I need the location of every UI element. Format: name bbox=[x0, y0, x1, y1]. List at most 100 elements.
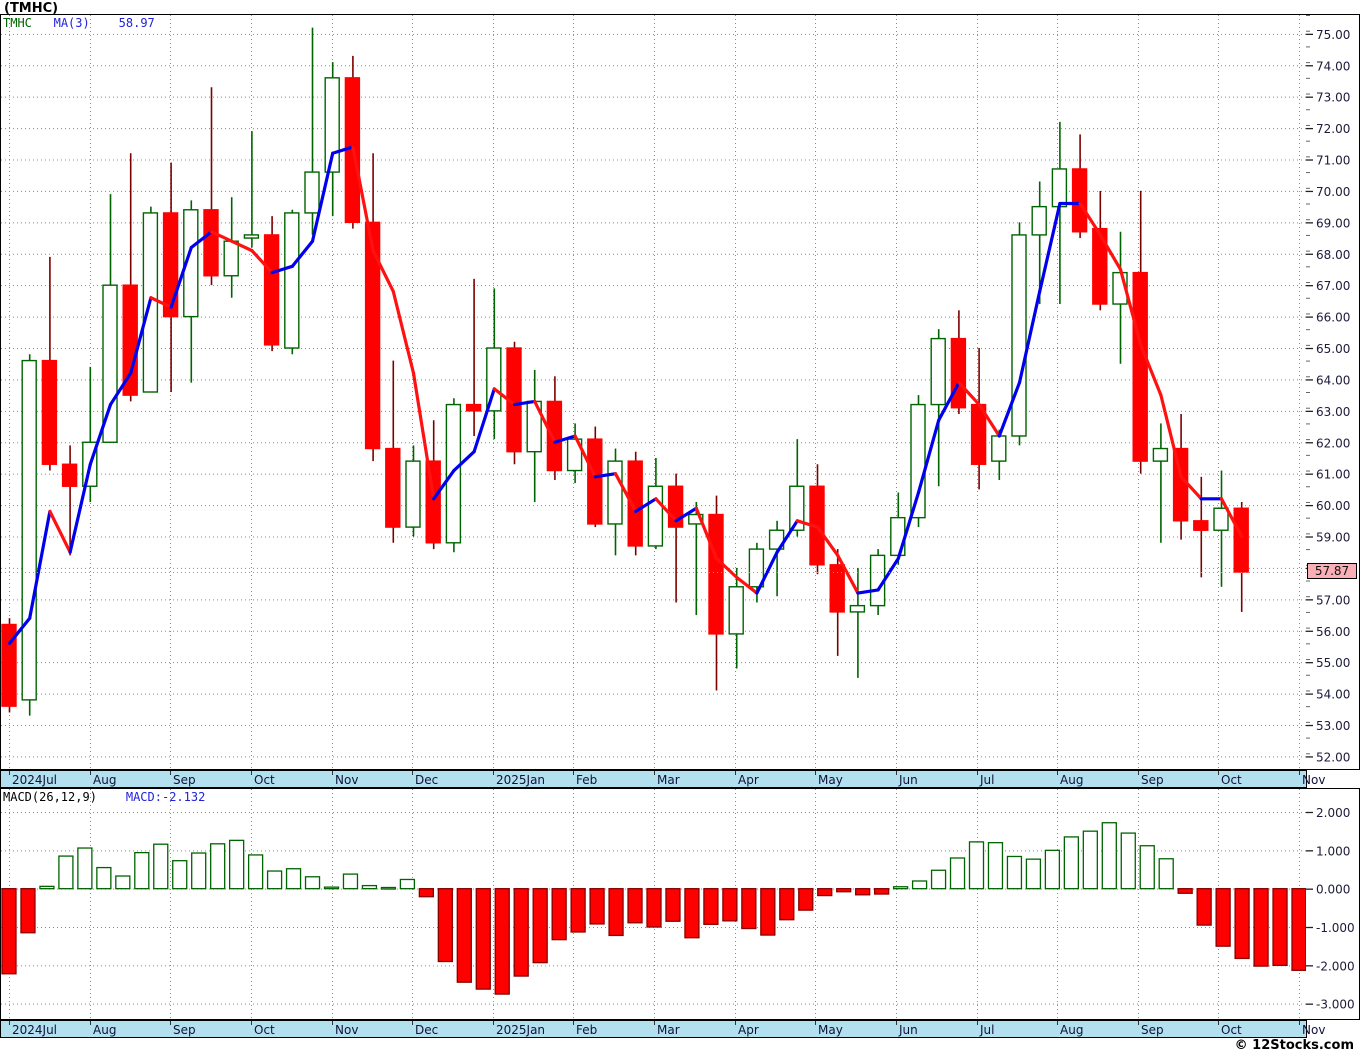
date-tick bbox=[815, 1021, 816, 1025]
copyright-credit: © 12Stocks.com bbox=[1234, 1038, 1354, 1053]
date-tick bbox=[170, 771, 171, 775]
date-label-price: Aug bbox=[93, 773, 117, 787]
date-tick bbox=[1138, 771, 1139, 775]
macd-legend: MACD(26,12,9) MACD:-2.132 bbox=[3, 790, 205, 804]
date-label-price: Jul bbox=[980, 773, 995, 787]
date-tick bbox=[1218, 1021, 1219, 1025]
macd-legend-value: MACD:-2.132 bbox=[125, 790, 206, 804]
date-axis-macd: 2024Jul Aug Sep Oct Nov Dec 2025Jan Feb Mar Apr Ma… bbox=[0, 1020, 1325, 1038]
date-tick bbox=[251, 771, 252, 775]
date-label-price: Nov bbox=[335, 773, 359, 787]
date-tick bbox=[896, 771, 897, 775]
date-label-macd: Sep bbox=[173, 1023, 196, 1037]
date-label-price: 2025Jan bbox=[496, 773, 546, 787]
svg-text:56.00: 56.00 bbox=[1316, 625, 1350, 639]
svg-text:62.00: 62.00 bbox=[1316, 436, 1350, 450]
price-legend: TMHC MA(3) 58.97 bbox=[3, 16, 155, 30]
date-tick bbox=[1218, 771, 1219, 775]
date-label-macd: Nov bbox=[335, 1023, 359, 1037]
date-tick bbox=[977, 1021, 978, 1025]
svg-text:60.00: 60.00 bbox=[1316, 499, 1350, 513]
svg-text:66.00: 66.00 bbox=[1316, 311, 1350, 325]
svg-text:73.00: 73.00 bbox=[1316, 91, 1350, 105]
date-label-price: Nov bbox=[1302, 773, 1326, 787]
date-label-price: Apr bbox=[738, 773, 759, 787]
date-label-price: 2024Jul bbox=[12, 773, 58, 787]
date-label-price: May bbox=[818, 773, 843, 787]
date-label-macd: Apr bbox=[738, 1023, 759, 1037]
svg-text:59.00: 59.00 bbox=[1316, 531, 1350, 545]
svg-text:65.00: 65.00 bbox=[1316, 342, 1350, 356]
svg-text:-3.000: -3.000 bbox=[1316, 998, 1355, 1012]
svg-text:53.00: 53.00 bbox=[1316, 719, 1350, 733]
date-tick bbox=[493, 771, 494, 775]
svg-text:69.00: 69.00 bbox=[1316, 216, 1350, 230]
svg-text:71.00: 71.00 bbox=[1316, 154, 1350, 168]
last-price-tag: 57.87 bbox=[1307, 563, 1357, 580]
date-tick bbox=[735, 1021, 736, 1025]
date-label-macd: Oct bbox=[254, 1023, 275, 1037]
date-label-price: Feb bbox=[576, 773, 598, 787]
date-tick bbox=[815, 771, 816, 775]
date-label-macd: Jun bbox=[899, 1023, 918, 1037]
svg-text:68.00: 68.00 bbox=[1316, 248, 1350, 262]
date-tick bbox=[896, 1021, 897, 1025]
date-tick bbox=[1299, 771, 1300, 775]
svg-text:54.00: 54.00 bbox=[1316, 688, 1350, 702]
svg-text:55.00: 55.00 bbox=[1316, 656, 1350, 670]
legend-symbol: TMHC bbox=[3, 16, 32, 30]
legend-indicator: MA(3) bbox=[53, 16, 90, 30]
svg-text:74.00: 74.00 bbox=[1316, 59, 1350, 73]
date-label-price: Mar bbox=[657, 773, 680, 787]
macd-legend-label: MACD(26,12,9) bbox=[3, 790, 97, 804]
date-label-macd: Nov bbox=[1302, 1023, 1326, 1037]
date-tick bbox=[1057, 771, 1058, 775]
date-label-macd: May bbox=[818, 1023, 843, 1037]
date-tick bbox=[332, 1021, 333, 1025]
date-label-macd: Aug bbox=[1060, 1023, 1084, 1037]
date-tick bbox=[90, 1021, 91, 1025]
svg-text:61.00: 61.00 bbox=[1316, 468, 1350, 482]
svg-text:2.000: 2.000 bbox=[1316, 806, 1350, 820]
svg-text:-2.000: -2.000 bbox=[1316, 959, 1355, 973]
date-label-macd: 2024Jul bbox=[12, 1023, 58, 1037]
svg-text:52.00: 52.00 bbox=[1316, 750, 1350, 764]
date-label-macd: Dec bbox=[415, 1023, 439, 1037]
date-tick bbox=[412, 771, 413, 775]
svg-text:64.00: 64.00 bbox=[1316, 373, 1350, 387]
legend-indicator-value: 58.97 bbox=[118, 16, 155, 30]
date-label-macd: Aug bbox=[93, 1023, 117, 1037]
date-tick bbox=[9, 1021, 10, 1025]
date-label-price: Sep bbox=[1141, 773, 1164, 787]
date-tick bbox=[493, 1021, 494, 1025]
date-tick bbox=[332, 771, 333, 775]
date-tick bbox=[9, 771, 10, 775]
svg-text:1.000: 1.000 bbox=[1316, 844, 1350, 858]
date-label-price: Aug bbox=[1060, 773, 1084, 787]
date-tick bbox=[654, 1021, 655, 1025]
date-label-price: Oct bbox=[254, 773, 275, 787]
date-label-macd: Oct bbox=[1221, 1023, 1242, 1037]
date-label-price: Sep bbox=[173, 773, 196, 787]
date-label-price: Dec bbox=[415, 773, 439, 787]
svg-text:-1.000: -1.000 bbox=[1316, 921, 1355, 935]
svg-text:67.00: 67.00 bbox=[1316, 279, 1350, 293]
date-tick bbox=[251, 1021, 252, 1025]
date-tick bbox=[90, 771, 91, 775]
date-label-macd: Sep bbox=[1141, 1023, 1164, 1037]
price-chart-panel[interactable] bbox=[0, 14, 1307, 770]
date-label-macd: Jul bbox=[980, 1023, 995, 1037]
date-tick bbox=[170, 1021, 171, 1025]
page-title: (TMHC) bbox=[4, 1, 59, 16]
svg-text:72.00: 72.00 bbox=[1316, 122, 1350, 136]
date-tick bbox=[654, 771, 655, 775]
macd-chart-svg bbox=[1, 789, 1306, 1019]
date-tick bbox=[977, 771, 978, 775]
date-tick bbox=[573, 771, 574, 775]
date-tick bbox=[573, 1021, 574, 1025]
svg-text:75.00: 75.00 bbox=[1316, 28, 1350, 42]
date-tick bbox=[1057, 1021, 1058, 1025]
macd-panel[interactable] bbox=[0, 788, 1307, 1020]
date-label-macd: Feb bbox=[576, 1023, 598, 1037]
